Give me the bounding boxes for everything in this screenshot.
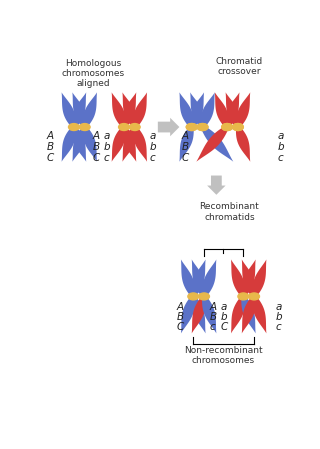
Text: c: c <box>104 153 110 163</box>
Polygon shape <box>181 296 195 334</box>
Ellipse shape <box>199 293 209 300</box>
Text: c: c <box>276 322 281 332</box>
Text: C: C <box>182 153 189 163</box>
Ellipse shape <box>68 123 79 131</box>
Polygon shape <box>61 92 76 128</box>
Polygon shape <box>180 92 194 128</box>
Text: Chromatid
crossover: Chromatid crossover <box>216 57 263 76</box>
Polygon shape <box>191 260 205 297</box>
Text: c: c <box>278 153 284 163</box>
Text: C: C <box>92 153 100 163</box>
Ellipse shape <box>197 123 208 131</box>
Text: c: c <box>149 153 155 163</box>
Polygon shape <box>201 126 233 162</box>
Text: B: B <box>92 142 100 152</box>
Polygon shape <box>201 92 215 128</box>
Text: Homologous
chromosomes
aligned: Homologous chromosomes aligned <box>61 58 125 88</box>
Ellipse shape <box>119 123 129 131</box>
Ellipse shape <box>186 123 197 131</box>
Text: B: B <box>182 142 189 152</box>
Text: a: a <box>278 131 284 141</box>
Polygon shape <box>190 92 204 128</box>
Polygon shape <box>123 126 137 162</box>
Polygon shape <box>252 260 267 297</box>
Polygon shape <box>72 126 86 162</box>
Polygon shape <box>202 296 216 334</box>
Ellipse shape <box>186 123 197 131</box>
Polygon shape <box>181 260 195 297</box>
Polygon shape <box>112 92 126 128</box>
Text: a: a <box>276 302 282 312</box>
Text: A: A <box>92 131 100 141</box>
Polygon shape <box>180 126 194 162</box>
Text: A: A <box>182 131 189 141</box>
Ellipse shape <box>197 123 208 131</box>
Ellipse shape <box>222 123 233 131</box>
Polygon shape <box>196 126 229 162</box>
Ellipse shape <box>129 123 140 131</box>
Polygon shape <box>236 126 250 162</box>
Text: b: b <box>149 142 156 152</box>
Text: b: b <box>278 142 284 152</box>
Polygon shape <box>231 296 245 334</box>
Polygon shape <box>72 92 86 128</box>
Text: A: A <box>47 131 54 141</box>
Polygon shape <box>191 296 205 334</box>
Text: A: A <box>176 302 183 312</box>
Polygon shape <box>72 126 87 162</box>
Ellipse shape <box>222 123 233 131</box>
Text: C: C <box>176 322 184 332</box>
Text: Recombinant
chromatids: Recombinant chromatids <box>200 202 259 222</box>
Ellipse shape <box>249 293 260 300</box>
Polygon shape <box>190 92 204 128</box>
Polygon shape <box>226 92 240 128</box>
Polygon shape <box>83 126 97 162</box>
Polygon shape <box>241 296 256 334</box>
Text: B: B <box>209 312 217 322</box>
Ellipse shape <box>233 123 243 131</box>
Polygon shape <box>133 92 147 128</box>
Polygon shape <box>123 92 137 128</box>
Polygon shape <box>112 126 126 162</box>
Polygon shape <box>241 260 256 297</box>
Polygon shape <box>236 92 250 128</box>
Polygon shape <box>242 296 256 334</box>
Text: a: a <box>149 131 156 141</box>
Text: B: B <box>176 312 183 322</box>
Polygon shape <box>242 260 256 297</box>
Polygon shape <box>207 176 226 195</box>
Polygon shape <box>202 260 216 297</box>
Polygon shape <box>252 296 267 334</box>
Text: B: B <box>47 142 54 152</box>
Text: A: A <box>209 302 217 312</box>
Text: C: C <box>47 153 54 163</box>
Polygon shape <box>215 92 229 128</box>
Text: a: a <box>104 131 110 141</box>
Text: b: b <box>221 312 228 322</box>
Polygon shape <box>192 260 206 297</box>
Polygon shape <box>122 126 136 162</box>
Polygon shape <box>122 92 136 128</box>
Polygon shape <box>83 92 97 128</box>
Ellipse shape <box>79 123 90 131</box>
Polygon shape <box>192 296 206 334</box>
Polygon shape <box>61 126 76 162</box>
Ellipse shape <box>188 293 199 300</box>
Polygon shape <box>225 92 239 128</box>
Ellipse shape <box>238 293 249 300</box>
Ellipse shape <box>233 123 243 131</box>
Text: C: C <box>221 322 228 332</box>
Polygon shape <box>158 118 180 136</box>
Polygon shape <box>72 92 87 128</box>
Text: Non-recombinant
chromosomes: Non-recombinant chromosomes <box>184 346 263 365</box>
Text: b: b <box>104 142 111 152</box>
Text: b: b <box>276 312 282 322</box>
Text: c: c <box>209 322 215 332</box>
Polygon shape <box>133 126 147 162</box>
Polygon shape <box>231 260 245 297</box>
Text: a: a <box>221 302 227 312</box>
